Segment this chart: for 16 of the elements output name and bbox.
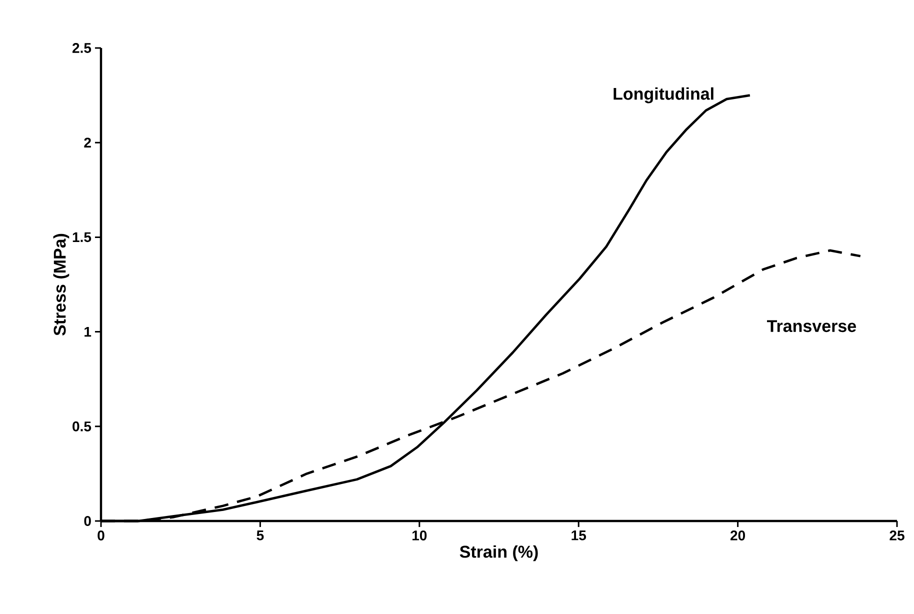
y-tick-label: 2.5 — [72, 43, 92, 53]
x-tick-label: 5 — [256, 530, 264, 540]
x-tick-label: 25 — [890, 530, 904, 540]
y-tick-label: 0 — [84, 516, 91, 526]
x-axis-title: Strain (%) — [460, 545, 538, 562]
x-tick-label: 15 — [572, 530, 586, 540]
text: Transverse — [766, 320, 856, 332]
y-axis-title: Stress (MPa) — [53, 234, 70, 336]
y-tick-label: 0.5 — [72, 421, 92, 432]
x-tick-label: 0 — [98, 530, 104, 540]
series-label: Longitudinal — [614, 87, 714, 104]
x-tick-label: 10 — [412, 530, 427, 540]
y-tick-label: 2 — [84, 138, 91, 148]
y-tick-label: 1.5 — [72, 232, 92, 242]
y-tick-label: 1 — [84, 326, 92, 337]
x-tick-label: 20 — [730, 530, 746, 540]
